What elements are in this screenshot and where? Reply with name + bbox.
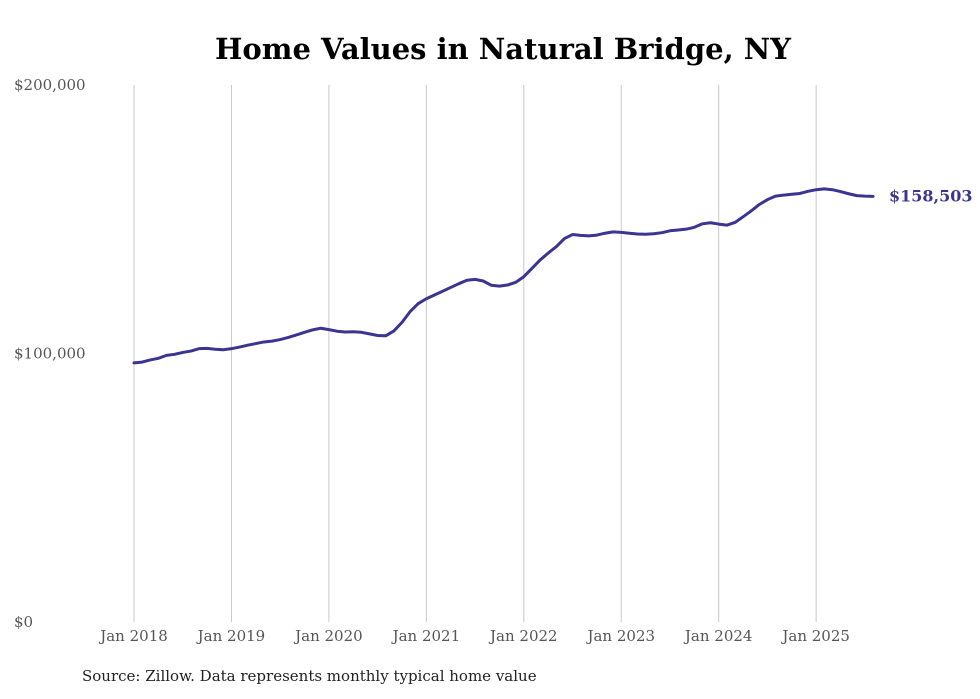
x-tick-label: Jan 2020 (293, 627, 363, 645)
x-tick-label: Jan 2018 (98, 627, 168, 645)
y-tick-label: $200,000 (14, 76, 86, 94)
x-tick-label: Jan 2024 (683, 627, 753, 645)
x-tick-label: Jan 2022 (488, 627, 558, 645)
x-tick-label: Jan 2019 (196, 627, 266, 645)
chart-title: Home Values in Natural Bridge, NY (215, 32, 791, 66)
y-tick-label: $0 (14, 613, 33, 631)
y-axis: $0 $100,000 $200,000 (14, 76, 86, 631)
series-line-0 (132, 187, 875, 365)
series-layer: $158,503 (132, 186, 973, 365)
end-value-label: $158,503 (889, 186, 973, 205)
grid-lines (133, 85, 817, 622)
source-note: Source: Zillow. Data represents monthly … (82, 667, 537, 685)
y-tick-label: $100,000 (14, 345, 86, 363)
x-axis: Jan 2018 Jan 2019 Jan 2020 Jan 2021 Jan 2022… (98, 627, 850, 645)
x-tick-label: Jan 2023 (585, 627, 655, 645)
x-tick-label: Jan 2021 (391, 627, 461, 645)
x-tick-label: Jan 2025 (780, 627, 850, 645)
